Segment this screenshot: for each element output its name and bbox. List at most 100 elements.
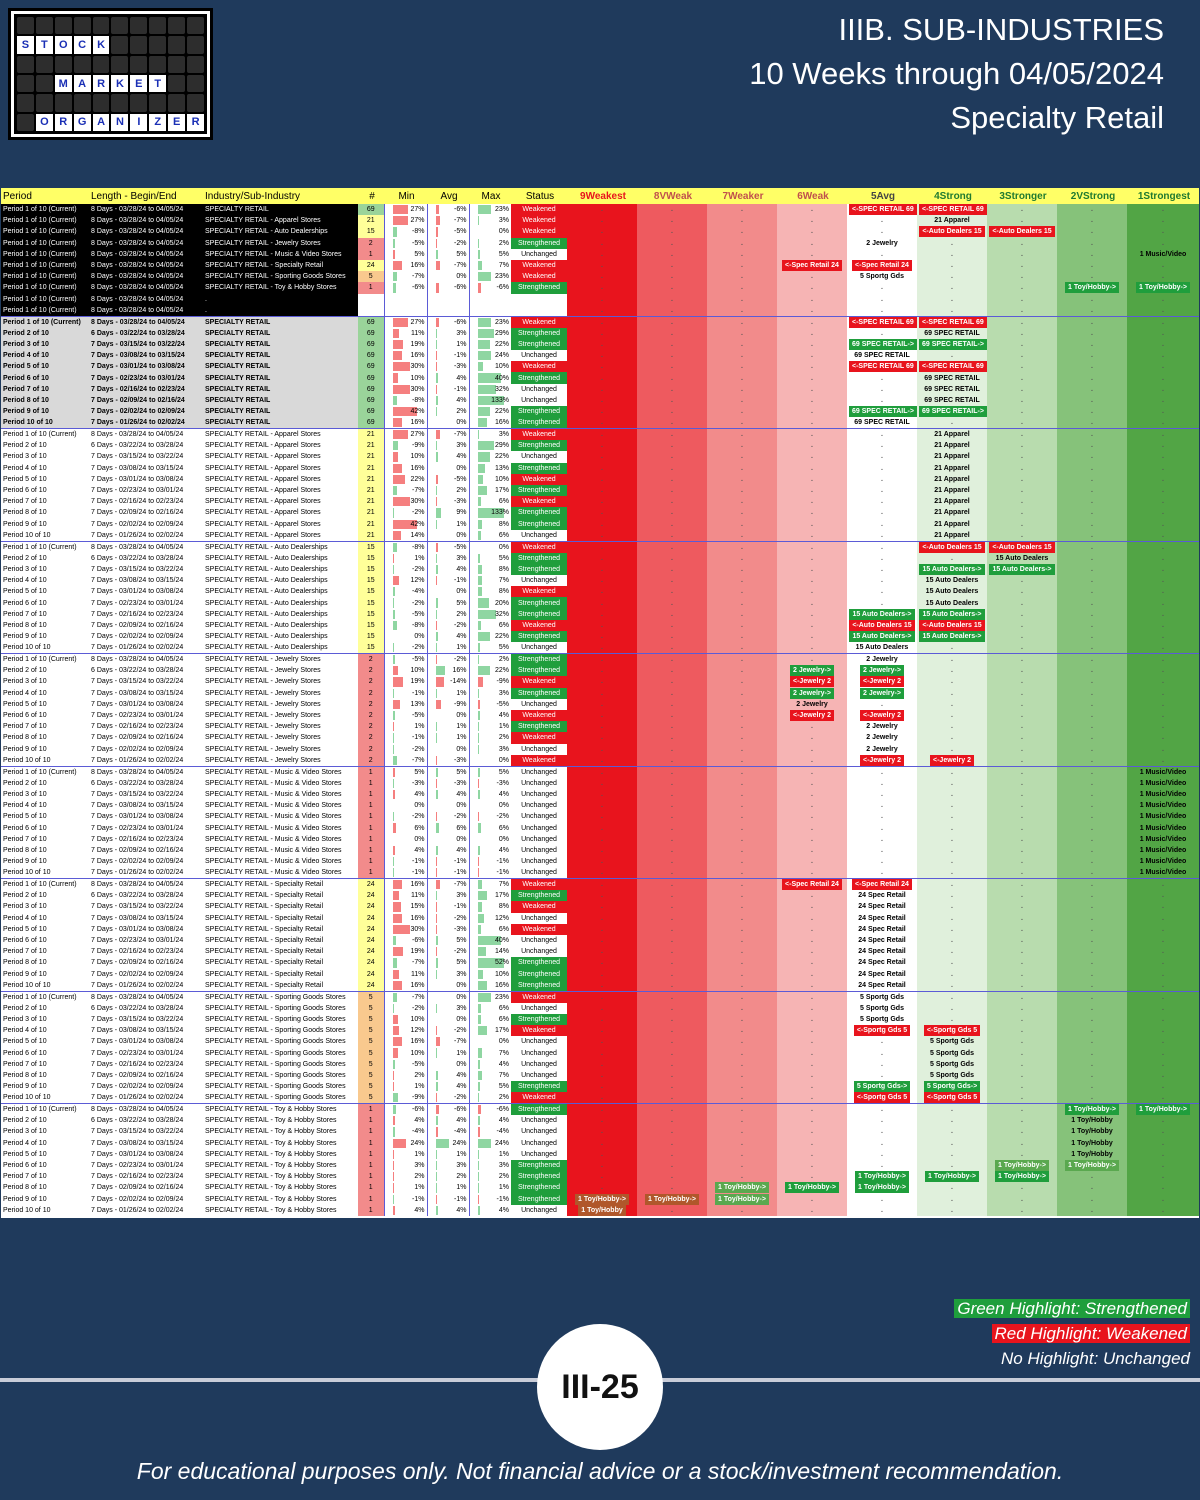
cell-count: 15 bbox=[358, 552, 384, 564]
value-text: -6% bbox=[412, 1106, 425, 1114]
value-bar bbox=[477, 1014, 481, 1025]
cell-length: 7 Days - 03/01/24 to 03/08/24 bbox=[89, 474, 203, 485]
zone-dot: . bbox=[601, 531, 603, 539]
zone-dot: . bbox=[951, 1184, 953, 1192]
cell-count: 69 bbox=[358, 350, 384, 362]
zone-dot: . bbox=[1021, 1038, 1023, 1046]
zone-tag: <-Jewelry 2 bbox=[860, 754, 904, 766]
zone-cell: . bbox=[567, 215, 637, 227]
value-bar bbox=[392, 351, 402, 361]
zone-cell: . bbox=[987, 372, 1057, 384]
cell-industry-text: . bbox=[205, 306, 207, 314]
cell-avg: 9% bbox=[426, 507, 469, 519]
cell-length: 7 Days - 02/09/24 to 02/16/24 bbox=[89, 1182, 203, 1193]
cell-min: 13% bbox=[383, 698, 427, 710]
value-bar bbox=[435, 576, 437, 586]
cell-max: 0% bbox=[468, 540, 511, 553]
zone-dot: . bbox=[671, 1139, 673, 1147]
zone-dot: . bbox=[1091, 745, 1093, 753]
value-bar bbox=[477, 655, 479, 665]
legend-green: Green Highlight: Strengthened bbox=[954, 1299, 1190, 1318]
cell-avg: 3% bbox=[426, 1159, 469, 1172]
zone-dot: . bbox=[881, 284, 883, 292]
zone-dot: . bbox=[951, 734, 953, 742]
value-bar bbox=[435, 677, 444, 687]
zone-cell: 1 Toy/Hobby-> bbox=[987, 1159, 1057, 1172]
value-bar bbox=[477, 1082, 481, 1092]
zone-cell: . bbox=[1057, 215, 1127, 227]
cell-length: 7 Days - 02/23/24 to 03/01/24 bbox=[89, 1047, 203, 1058]
cell-period: Period 10 of 10 bbox=[1, 867, 89, 879]
zone-dot: . bbox=[601, 656, 603, 664]
zone-cell: . bbox=[707, 338, 777, 351]
zone-cell: . bbox=[707, 811, 777, 823]
cell-max: 8% bbox=[468, 518, 511, 530]
cell-status: Weakened bbox=[511, 732, 567, 744]
table-row: Period 2 of 10 6 Days - 03/22/24 to 03/28… bbox=[1, 890, 1199, 902]
zone-cell: . bbox=[637, 1058, 707, 1070]
zone-cell: <-Jewelry 2 bbox=[777, 676, 847, 688]
cell-status-text: Strengthened bbox=[517, 340, 561, 348]
zone-dot: . bbox=[741, 228, 743, 236]
value-text: 0% bbox=[456, 464, 467, 472]
zone-cell: . bbox=[987, 968, 1057, 980]
table-row: Period 9 of 10 7 Days - 02/02/24 to 02/09… bbox=[1, 968, 1199, 980]
cell-length: 7 Days - 03/08/24 to 03/15/24 bbox=[89, 800, 203, 811]
cell-status-text: Unchanged bbox=[521, 250, 557, 258]
logo-letter: A bbox=[73, 75, 91, 93]
table-row: Period 8 of 10 7 Days - 02/09/24 to 02/16… bbox=[1, 619, 1199, 631]
logo-tile bbox=[35, 75, 53, 93]
table-row: Period 9 of 10 7 Days - 02/02/24 to 02/09… bbox=[1, 856, 1199, 868]
cell-min: 14% bbox=[383, 529, 427, 542]
zone-dot: . bbox=[1162, 644, 1164, 652]
cell-period-text: Period 1 of 10 (Current) bbox=[3, 768, 77, 776]
zone-dot: . bbox=[741, 363, 743, 371]
cell-industry-text: SPECIALTY RETAIL - Jewelry Stores bbox=[205, 712, 321, 720]
cell-count: 2 bbox=[358, 653, 384, 666]
value-text: 4% bbox=[456, 565, 467, 573]
value-text: 10% bbox=[494, 475, 509, 483]
cell-period-text: Period 1 of 10 (Current) bbox=[3, 239, 77, 247]
value-text: 16% bbox=[494, 419, 509, 427]
cell-min bbox=[383, 293, 427, 305]
zone-cell: . bbox=[777, 315, 847, 328]
zone-dot: . bbox=[741, 1117, 743, 1125]
cell-industry: SPECIALTY RETAIL - Apparel Stores bbox=[203, 451, 358, 462]
zone-cell: . bbox=[987, 665, 1057, 677]
logo-tile bbox=[149, 17, 167, 35]
cell-period: Period 8 of 10 bbox=[1, 1182, 89, 1193]
cell-period: Period 2 of 10 bbox=[1, 553, 89, 564]
zone-cell: . bbox=[1057, 586, 1127, 598]
value-text: 6% bbox=[498, 621, 509, 629]
zone-dot: . bbox=[671, 925, 673, 933]
zone-dot: . bbox=[1091, 959, 1093, 967]
cell-industry: SPECIALTY RETAIL - Music & Video Stores bbox=[203, 248, 358, 260]
cell-period: Period 1 of 10 (Current) bbox=[1, 204, 89, 216]
table-row: Period 5 of 10 7 Days - 03/01/24 to 03/08… bbox=[1, 811, 1199, 823]
cell-period-text: Period 9 of 10 bbox=[3, 408, 49, 416]
zone-cell: . bbox=[1057, 957, 1127, 969]
cell-count-text: 21 bbox=[366, 509, 375, 517]
cell-status-text: Weakened bbox=[522, 588, 556, 596]
zone-cell: . bbox=[987, 417, 1057, 429]
value-bar bbox=[392, 519, 417, 529]
zone-dot: . bbox=[1162, 565, 1164, 573]
zone-cell: . bbox=[637, 1159, 707, 1172]
cell-period: Period 4 of 10 bbox=[1, 1025, 89, 1036]
cell-status: Strengthened bbox=[511, 721, 567, 733]
value-text: 15% bbox=[410, 903, 425, 911]
zone-cell: . bbox=[1127, 204, 1199, 216]
zone-dot: . bbox=[1091, 520, 1093, 528]
zone-cell: . bbox=[567, 1137, 637, 1149]
zone-tag: 5 Sportg Gds bbox=[860, 273, 904, 281]
zone-dot: . bbox=[1091, 239, 1093, 247]
cell-count: 24 bbox=[358, 934, 384, 947]
zone-cell: . bbox=[777, 383, 847, 395]
cell-industry-text: . bbox=[205, 295, 207, 303]
zone-cell: 1 Music/Video bbox=[1127, 765, 1199, 778]
zone-cell: <-Spec Retail 24 bbox=[847, 259, 917, 272]
cell-industry: SPECIALTY RETAIL - Music & Video Stores bbox=[203, 789, 358, 800]
zone-dot: . bbox=[601, 1004, 603, 1012]
value-bar bbox=[435, 935, 439, 946]
zone-cell: . bbox=[987, 1148, 1057, 1160]
